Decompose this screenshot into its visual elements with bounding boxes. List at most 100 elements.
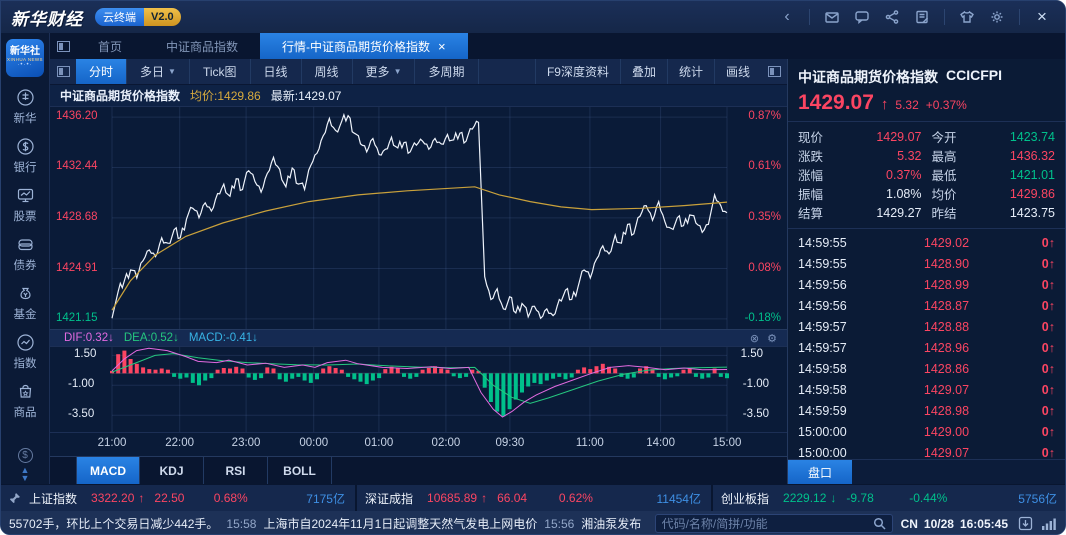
- ticker-shenzhen-component[interactable]: 深证成指 10685.89 ↑ 66.04 0.62% 11454亿: [355, 485, 709, 511]
- time-label: 09:30: [495, 437, 525, 449]
- symbol-search-box[interactable]: [654, 514, 893, 533]
- version-badge: V2.0: [144, 8, 181, 26]
- toolbar-draw-button[interactable]: 画线: [713, 59, 761, 84]
- up-arrow-icon: ↑: [1048, 445, 1055, 460]
- time-label: 01:00: [364, 437, 394, 449]
- stats-row: 振幅 1.08% 均价 1429.86: [798, 186, 1055, 203]
- tab-kdj[interactable]: KDJ: [140, 457, 204, 484]
- toolbar-tick-button[interactable]: Tick图: [190, 59, 251, 84]
- macd-dif-value: DIF:0.32↓: [64, 332, 114, 344]
- price-change: 5.32: [895, 98, 919, 112]
- news-time: 15:56: [544, 516, 575, 531]
- money-pouch-icon: [19, 287, 31, 300]
- quote-instrument-name: 中证商品期货价格指数: [798, 69, 938, 85]
- sidebar: 新华社 XINHUA NEWS ·•·•· 新华 银行 股票 债券: [1, 33, 50, 484]
- right-panel-toggle-icon[interactable]: [761, 59, 787, 84]
- tab-boll[interactable]: BOLL: [268, 457, 332, 484]
- tab-rsi[interactable]: RSI: [204, 457, 268, 484]
- chart-avg-price: 均价:1429.86: [190, 89, 261, 103]
- sidebar-item-stocks[interactable]: 股票: [14, 186, 37, 224]
- scroll-down-icon[interactable]: ▼: [20, 473, 30, 483]
- sidebar-item-bonds[interactable]: 债券: [14, 235, 37, 273]
- content-row: 分时 多日 ▼ Tick图 日线 周线 更多 ▼ 多周期 F9深度资料 叠加 统计 …: [50, 59, 1065, 484]
- stats-row: 涨幅 0.37% 最低 1421.01: [798, 167, 1055, 184]
- quote-title: 中证商品期货价格指数 CCICFPI: [788, 59, 1065, 89]
- share-icon[interactable]: [879, 6, 905, 28]
- toolbar-weekly-button[interactable]: 周线: [302, 59, 353, 84]
- network-signal-icon[interactable]: [1041, 517, 1057, 531]
- price-chart-canvas[interactable]: [50, 107, 788, 329]
- toolbar-right: F9深度资料 叠加 统计 画线: [534, 59, 787, 84]
- status-icons: [1018, 516, 1057, 531]
- tab-csi-commodity-index[interactable]: 中证商品指数: [144, 33, 260, 59]
- chat-icon[interactable]: [849, 6, 875, 28]
- settings-gear-icon[interactable]: [984, 6, 1010, 28]
- toolbar-multiday-button[interactable]: 多日 ▼: [127, 59, 190, 84]
- tab-close-icon[interactable]: ×: [438, 38, 446, 54]
- toolbar-multiperiod-button[interactable]: 多周期: [415, 59, 479, 84]
- macd-axis-label: -1.00: [742, 378, 769, 391]
- memo-icon[interactable]: [909, 6, 935, 28]
- tab-label: 行情-中证商品期货价格指数: [282, 39, 431, 54]
- xinhua-news-app-icon[interactable]: 新华社 XINHUA NEWS ·•·•·: [6, 39, 44, 77]
- separator: [1019, 9, 1020, 25]
- sidebar-item-label: 商品: [13, 407, 37, 419]
- sidebar-item-indices[interactable]: 指数: [14, 333, 37, 371]
- toolbar-f9-depth-button[interactable]: F9深度资料: [534, 59, 620, 84]
- trade-row: 14:59:57 1428.88 0↑: [798, 319, 1055, 334]
- price-axis-label: 1432.44: [56, 160, 98, 173]
- time-label: 21:00: [97, 437, 127, 449]
- sidebar-scroll-arrows[interactable]: ▲ ▼: [20, 465, 30, 483]
- pin-icon[interactable]: [9, 492, 21, 504]
- toolbar-stats-button[interactable]: 统计: [666, 59, 714, 84]
- macd-axis-label: 1.50: [740, 348, 763, 361]
- ticker-shanghai-composite[interactable]: 上证指数 3322.20 ↑ 22.50 0.68% 7175亿: [1, 485, 353, 511]
- volume-note: 55702手，环比上个交易日减少442手。: [9, 517, 219, 531]
- time-label: 02:00: [431, 437, 461, 449]
- tick-trade-list[interactable]: 14:59:55 1429.02 0↑ 14:59:55 1428.90 0↑ 14:5…: [788, 229, 1065, 460]
- up-arrow-icon: ↑: [880, 96, 889, 113]
- price-axis-label: 1436.20: [56, 110, 98, 123]
- sidebar-item-commodities[interactable]: 商品: [14, 382, 37, 420]
- news-headline[interactable]: 湘油泵发布2024: [581, 517, 641, 531]
- news-headline[interactable]: 上海市自2024年11月1日起调整天然气发电上网电价: [263, 517, 538, 531]
- scroll-up-icon[interactable]: ▲: [20, 465, 30, 475]
- trade-row: 14:59:56 1428.99 0↑: [798, 277, 1055, 292]
- toolbar-overlay-button[interactable]: 叠加: [619, 59, 667, 84]
- separator: [809, 9, 810, 25]
- sidebar-item-label: 基金: [13, 309, 37, 321]
- intraday-price-chart[interactable]: 1436.20 1432.44 1428.68 1424.91 1421.15 …: [50, 107, 787, 329]
- tab-order-book[interactable]: 盘口: [788, 460, 852, 484]
- toolbar-daily-button[interactable]: 日线: [251, 59, 302, 84]
- dollar-circle-icon: [16, 138, 34, 155]
- symbol-search-input[interactable]: [661, 516, 873, 531]
- macd-settings-icon[interactable]: ⚙: [767, 332, 777, 345]
- up-arrow-icon: ↑: [1048, 340, 1055, 355]
- price-axis-label: 1421.15: [56, 311, 98, 324]
- ticker-chinext[interactable]: 创业板指 2229.12 ↓ -9.78 -0.44% 5756亿: [711, 485, 1065, 511]
- sidebar-item-label: 新华: [13, 113, 37, 125]
- panel-toggle-icon[interactable]: [50, 59, 76, 84]
- tab-macd[interactable]: MACD: [76, 457, 140, 484]
- toolbar-more-button[interactable]: 更多 ▼: [353, 59, 416, 84]
- sidebar-item-bank[interactable]: 银行: [14, 137, 37, 175]
- download-icon[interactable]: [1018, 516, 1033, 531]
- tab-quotes-ccicfpi[interactable]: 行情-中证商品期货价格指数 ×: [260, 33, 468, 59]
- theme-shirt-icon[interactable]: [954, 6, 980, 28]
- up-arrow-icon: ↑: [1048, 403, 1055, 418]
- toolbar-intraday-button[interactable]: 分时: [76, 59, 128, 84]
- news-ticker: 15:58 上海市自2024年11月1日起调整天然气发电上网电价 15:56 湘…: [226, 515, 640, 532]
- last-price: 1429.07: [798, 91, 874, 114]
- collapse-chevron-icon[interactable]: ‹: [784, 8, 790, 25]
- tab-home[interactable]: 首页: [76, 33, 144, 59]
- window-close-icon[interactable]: ×: [1037, 7, 1047, 26]
- sidebar-toggle-icon[interactable]: [50, 33, 76, 59]
- sidebar-item-funds[interactable]: 基金: [14, 284, 37, 322]
- macd-chart[interactable]: 1.50 -1.00 -3.50 1.50 -1.00 -3.50: [50, 347, 787, 432]
- macd-axis-label: 1.50: [74, 348, 97, 361]
- macd-chart-canvas[interactable]: [50, 347, 788, 432]
- sidebar-item-xinhua[interactable]: 新华: [14, 88, 37, 126]
- mail-icon[interactable]: [819, 6, 845, 28]
- stats-row: 结算 1429.27 昨结 1423.75: [798, 205, 1055, 222]
- macd-close-icon[interactable]: ⊗: [749, 332, 760, 345]
